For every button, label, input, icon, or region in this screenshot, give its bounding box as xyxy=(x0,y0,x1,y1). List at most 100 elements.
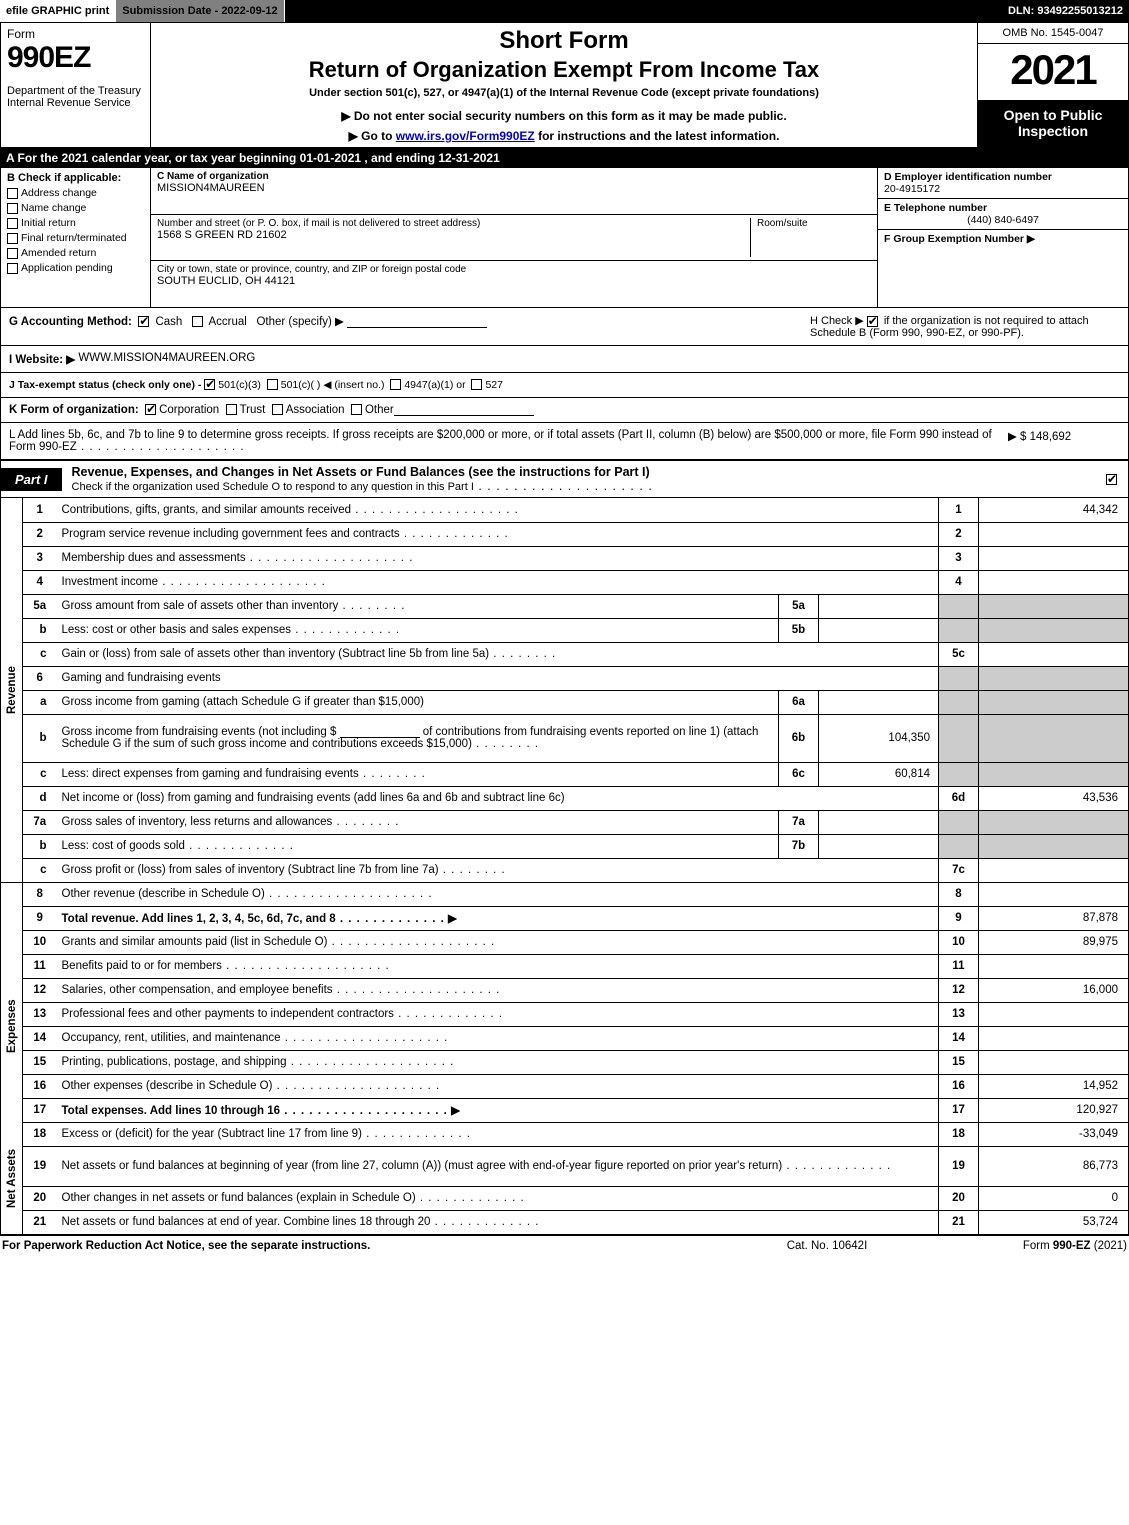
part-i-bar: Part I Revenue, Expenses, and Changes in… xyxy=(0,460,1129,498)
goto-post: for instructions and the latest informat… xyxy=(535,129,780,143)
tel-label: E Telephone number xyxy=(884,202,1122,214)
tel-row: E Telephone number (440) 840-6497 xyxy=(878,199,1128,230)
row-l-gross-receipts: L Add lines 5b, 6c, and 7b to line 9 to … xyxy=(0,423,1129,460)
block-bcdef: B Check if applicable: Address change Na… xyxy=(0,168,1129,308)
address-label: Number and street (or P. O. box, if mail… xyxy=(157,218,744,229)
line-5a: 5a Gross amount from sale of assets othe… xyxy=(1,594,1129,618)
chk-final-return[interactable]: Final return/terminated xyxy=(7,232,144,244)
part-i-table: Revenue 1 Contributions, gifts, grants, … xyxy=(0,498,1129,1235)
gross-receipts-amount: ▶ $ 148,692 xyxy=(1000,429,1120,453)
form-header: Form 990EZ Department of the Treasury In… xyxy=(0,22,1129,148)
line-21: 21 Net assets or fund balances at end of… xyxy=(1,1210,1129,1234)
form-subtitle: Under section 501(c), 527, or 4947(a)(1)… xyxy=(159,87,969,99)
cat-no: Cat. No. 10642I xyxy=(727,1240,927,1252)
line-7b: b Less: cost of goods sold 7b xyxy=(1,834,1129,858)
netassets-side-label: Net Assets xyxy=(1,1122,23,1234)
chk-4947a1[interactable] xyxy=(390,379,401,390)
chk-association[interactable] xyxy=(272,404,283,415)
row-h: H Check ▶ if the organization is not req… xyxy=(800,314,1120,339)
line-10: Expenses 10 Grants and similar amounts p… xyxy=(1,930,1129,954)
short-form-title: Short Form xyxy=(159,27,969,55)
line-8: 8 Other revenue (describe in Schedule O)… xyxy=(1,882,1129,906)
chk-other-org[interactable] xyxy=(351,404,362,415)
row-website: I Website: ▶ WWW.MISSION4MAUREEN.ORG xyxy=(0,346,1129,373)
row-tax-exempt: J Tax-exempt status (check only one) - 5… xyxy=(0,373,1129,398)
line-6d: d Net income or (loss) from gaming and f… xyxy=(1,786,1129,810)
line-20: 20 Other changes in net assets or fund b… xyxy=(1,1186,1129,1210)
org-name-row: C Name of organization MISSION4MAUREEN xyxy=(151,168,877,215)
ssn-warning: ▶ Do not enter social security numbers o… xyxy=(159,109,969,123)
revenue-side-label: Revenue xyxy=(1,498,23,882)
form-ref: Form 990-EZ (2021) xyxy=(927,1240,1127,1252)
address: 1568 S GREEN RD 21602 xyxy=(157,229,744,241)
line-15: 15 Printing, publications, postage, and … xyxy=(1,1050,1129,1074)
ein-label: D Employer identification number xyxy=(884,171,1122,183)
section-b: B Check if applicable: Address change Na… xyxy=(1,168,151,307)
line-19: 19 Net assets or fund balances at beginn… xyxy=(1,1146,1129,1186)
ein-row: D Employer identification number 20-4915… xyxy=(878,168,1128,199)
department: Department of the Treasury Internal Reve… xyxy=(7,85,144,109)
row-a-calendar-year: A For the 2021 calendar year, or tax yea… xyxy=(0,148,1129,168)
accounting-method: G Accounting Method: Cash Accrual Other … xyxy=(9,314,800,339)
form-word: Form xyxy=(7,27,144,41)
group-exemption-row: F Group Exemption Number ▶ xyxy=(878,230,1128,307)
chk-address-change[interactable]: Address change xyxy=(7,187,144,199)
submission-date: Submission Date - 2022-09-12 xyxy=(116,0,284,22)
chk-527[interactable] xyxy=(471,379,482,390)
line-13: 13 Professional fees and other payments … xyxy=(1,1002,1129,1026)
line-4: 4 Investment income 4 xyxy=(1,570,1129,594)
page-footer: For Paperwork Reduction Act Notice, see … xyxy=(0,1235,1129,1252)
line-17: 17 Total expenses. Add lines 10 through … xyxy=(1,1098,1129,1122)
chk-501c[interactable] xyxy=(267,379,278,390)
chk-corporation[interactable] xyxy=(145,404,156,415)
form-number: 990EZ xyxy=(7,41,144,75)
line-11: 11 Benefits paid to or for members 11 xyxy=(1,954,1129,978)
chk-cash[interactable] xyxy=(138,316,149,327)
line-6c: c Less: direct expenses from gaming and … xyxy=(1,762,1129,786)
line-3: 3 Membership dues and assessments 3 xyxy=(1,546,1129,570)
header-right: OMB No. 1545-0047 2021 Open to Public In… xyxy=(978,23,1128,147)
section-c: C Name of organization MISSION4MAUREEN N… xyxy=(151,168,878,307)
chk-501c3[interactable] xyxy=(204,379,215,390)
line-6: 6 Gaming and fundraising events xyxy=(1,666,1129,690)
other-specify-blank[interactable] xyxy=(347,316,487,328)
line-6a: a Gross income from gaming (attach Sched… xyxy=(1,690,1129,714)
line-16: 16 Other expenses (describe in Schedule … xyxy=(1,1074,1129,1098)
line-18: Net Assets 18 Excess or (deficit) for th… xyxy=(1,1122,1129,1146)
line-9: 9 Total revenue. Add lines 1, 2, 3, 4, 5… xyxy=(1,906,1129,930)
section-def: D Employer identification number 20-4915… xyxy=(878,168,1128,307)
chk-initial-return[interactable]: Initial return xyxy=(7,217,144,229)
irs-link[interactable]: www.irs.gov/Form990EZ xyxy=(396,129,535,143)
room-label: Room/suite xyxy=(757,218,871,229)
chk-schedule-o-part1[interactable] xyxy=(1106,474,1117,485)
expenses-side-label: Expenses xyxy=(1,930,23,1122)
line-7a: 7a Gross sales of inventory, less return… xyxy=(1,810,1129,834)
line-7c: c Gross profit or (loss) from sales of i… xyxy=(1,858,1129,882)
line-2: 2 Program service revenue including gove… xyxy=(1,522,1129,546)
group-exemption-label: F Group Exemption Number ▶ xyxy=(884,233,1035,245)
paperwork-notice: For Paperwork Reduction Act Notice, see … xyxy=(2,1240,727,1252)
omb-number: OMB No. 1545-0047 xyxy=(978,23,1128,44)
org-name-label: C Name of organization xyxy=(157,171,871,182)
city: SOUTH EUCLID, OH 44121 xyxy=(157,275,871,287)
line-1: Revenue 1 Contributions, gifts, grants, … xyxy=(1,498,1129,522)
line-5b: b Less: cost or other basis and sales ex… xyxy=(1,618,1129,642)
chk-accrual[interactable] xyxy=(192,316,203,327)
line-5c: c Gain or (loss) from sale of assets oth… xyxy=(1,642,1129,666)
address-row: Number and street (or P. O. box, if mail… xyxy=(151,215,877,262)
other-org-blank[interactable] xyxy=(394,404,534,416)
chk-trust[interactable] xyxy=(226,404,237,415)
part-i-title: Revenue, Expenses, and Changes in Net As… xyxy=(62,461,1098,497)
ein: 20-4915172 xyxy=(884,183,1122,195)
chk-application-pending[interactable]: Application pending xyxy=(7,262,144,274)
form-title: Return of Organization Exempt From Incom… xyxy=(159,57,969,83)
dln: DLN: 93492255013212 xyxy=(1002,0,1129,22)
chk-schedule-b[interactable] xyxy=(867,316,878,327)
goto-line: ▶ Go to www.irs.gov/Form990EZ for instru… xyxy=(159,129,969,143)
row-form-of-org: K Form of organization: Corporation Trus… xyxy=(0,398,1129,423)
line-6b: b Gross income from fundraising events (… xyxy=(1,714,1129,762)
chk-name-change[interactable]: Name change xyxy=(7,202,144,214)
chk-amended-return[interactable]: Amended return xyxy=(7,247,144,259)
top-bar: efile GRAPHIC print Submission Date - 20… xyxy=(0,0,1129,22)
city-label: City or town, state or province, country… xyxy=(157,264,871,275)
